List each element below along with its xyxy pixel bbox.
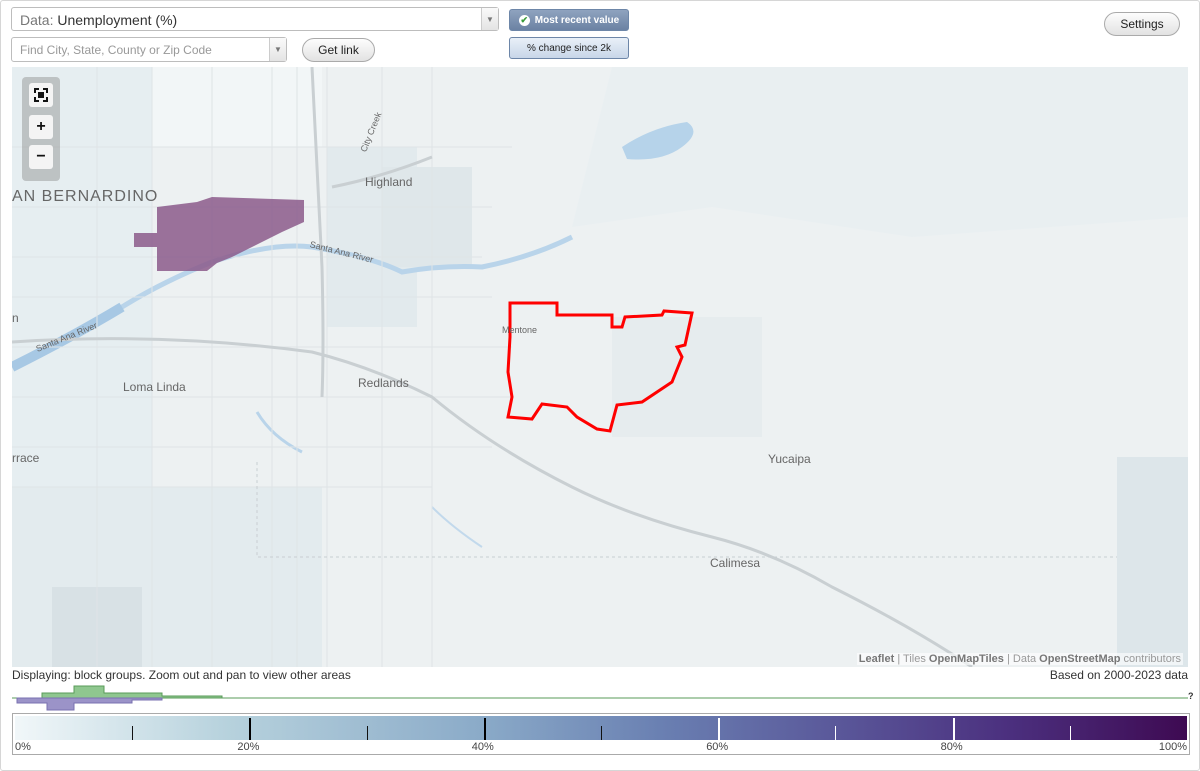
river-channel [12,302,125,372]
openmaptiles-link[interactable]: OpenMapTiles [928,653,1004,665]
color-legend: 0% 20% 40% 60% 80% 100% [12,713,1190,755]
location-search[interactable]: ▼ [11,37,287,62]
terrain-shade [572,67,1188,237]
help-icon[interactable]: ? [1188,691,1194,701]
map-label-redlands: Redlands [358,376,409,390]
interstate-10 [12,337,973,667]
percent-change-toggle[interactable]: % change since 2k [509,37,629,59]
zoom-out-button[interactable]: − [29,145,53,169]
legend-tick-label: 80% [940,741,963,753]
fullscreen-icon [34,88,48,102]
map-attribution: Leaflet | Tiles OpenMapTiles | Data Open… [856,653,1183,665]
legend-tick-label: 20% [237,741,260,753]
legend-minor-tick [835,726,837,740]
legend-tick-label: 60% [706,741,729,753]
attribution-text: contributors [1120,653,1181,665]
block-group-high-unemployment[interactable] [134,197,304,271]
data-selector[interactable]: Data: Unemployment (%) ▼ [11,7,499,31]
map-label-loma-linda: Loma Linda [123,380,186,394]
legend-major-tick [249,718,252,740]
tract-shade [382,167,472,267]
data-range-note: Based on 2000-2023 data [1049,668,1188,682]
legend-minor-tick [132,726,134,740]
creek [431,506,483,548]
get-link-button[interactable]: Get link [302,38,375,62]
tract-shade [152,67,322,147]
distribution-histogram [12,685,1188,711]
legend-major-tick [483,718,486,740]
percent-change-label: % change since 2k [527,42,611,54]
chevron-down-icon[interactable]: ▼ [269,38,286,61]
legend-tick-label: 40% [471,741,494,753]
check-icon: ✔ [518,14,530,26]
map-label-terrace: rrace [12,451,40,465]
map-label-calimesa: Calimesa [710,556,761,570]
map-label-mentone: Mentone [502,325,538,335]
histogram-bars-comparison [16,697,163,711]
legend-major-tick [718,718,721,740]
legend-tick-label: 0% [15,741,31,753]
most-recent-value-toggle[interactable]: ✔ Most recent value [509,9,629,31]
lake [622,122,694,160]
map-base-layer [12,67,1188,667]
chevron-down-icon[interactable]: ▼ [481,8,498,30]
legend-minor-tick [366,726,368,740]
leaflet-link[interactable]: Leaflet [858,653,895,665]
highway-330 [331,155,433,189]
data-prefix: Data: [20,12,54,28]
creek [255,411,303,454]
tract-shade [1117,457,1188,667]
county-boundary [256,462,1117,558]
map-label-rialto: n [12,311,19,325]
openstreetmap-link[interactable]: OpenStreetMap [1039,653,1121,665]
map-canvas[interactable]: AN BERNARDINO Highland City Creek Santa … [12,67,1188,667]
highway-215 [310,67,325,398]
search-input[interactable] [12,38,268,61]
zoom-in-button[interactable]: + [29,115,53,139]
street-grid [96,67,433,667]
fit-bounds-icon[interactable] [29,83,53,107]
attribution-text: | Tiles [894,653,929,665]
histogram-bars-current [41,685,223,699]
zoom-controls: + − [22,77,60,181]
most-recent-label: Most recent value [534,14,620,26]
settings-button[interactable]: Settings [1104,12,1180,36]
legend-tick-label: 100% [1158,741,1187,753]
map-label-yucaipa: Yucaipa [768,452,811,466]
legend-minor-tick [1069,726,1071,740]
displaying-status: Displaying: block groups. Zoom out and p… [12,668,351,682]
map-label-highland: Highland [365,175,413,189]
data-value: Unemployment (%) [57,12,178,28]
legend-major-tick [952,718,955,740]
attribution-text: | Data [1003,653,1040,665]
selected-area-outline[interactable] [506,301,694,433]
legend-minor-tick [601,726,602,740]
map-label-san-bernardino: AN BERNARDINO [12,188,159,205]
